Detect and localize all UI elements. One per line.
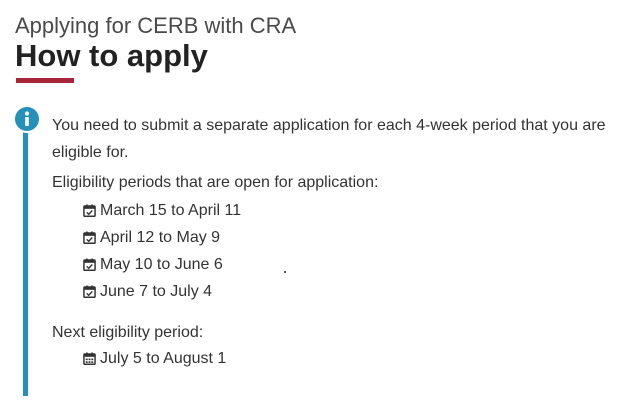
list-item: June 7 to July 4 <box>83 278 241 305</box>
info-icon <box>13 105 41 133</box>
page-title: How to apply <box>15 38 208 73</box>
calendar-icon <box>83 352 96 365</box>
period-label: April 12 to May 9 <box>100 228 221 246</box>
list-item: May 10 to June 6 <box>83 251 241 278</box>
calendar-check-icon <box>83 258 96 271</box>
list-item: July 5 to August 1 <box>83 345 226 372</box>
next-periods-list: July 5 to August 1 <box>83 345 226 372</box>
title-underline <box>16 78 74 83</box>
period-label: June 7 to July 4 <box>100 282 213 300</box>
page-subtitle: Applying for CERB with CRA <box>15 13 297 38</box>
period-label: July 5 to August 1 <box>100 349 227 367</box>
next-period-heading: Next eligibility period: <box>52 324 204 341</box>
list-item: March 15 to April 11 <box>83 197 241 224</box>
period-label: March 15 to April 11 <box>100 201 242 219</box>
open-periods-heading: Eligibility periods that are open for ap… <box>52 174 379 191</box>
info-alert-bar <box>23 116 28 396</box>
period-label: May 10 to June 6 <box>100 255 223 273</box>
open-periods-list: March 15 to April 11 April 12 to May 9 M… <box>83 197 241 305</box>
list-item: April 12 to May 9 <box>83 224 241 251</box>
alert-intro: You need to submit a separate applicatio… <box>52 112 638 166</box>
calendar-check-icon <box>83 231 96 244</box>
calendar-check-icon <box>83 204 96 217</box>
stray-dot <box>284 271 286 273</box>
calendar-check-icon <box>83 285 96 298</box>
alert-intro-text: You need to submit a separate applicatio… <box>52 117 606 161</box>
